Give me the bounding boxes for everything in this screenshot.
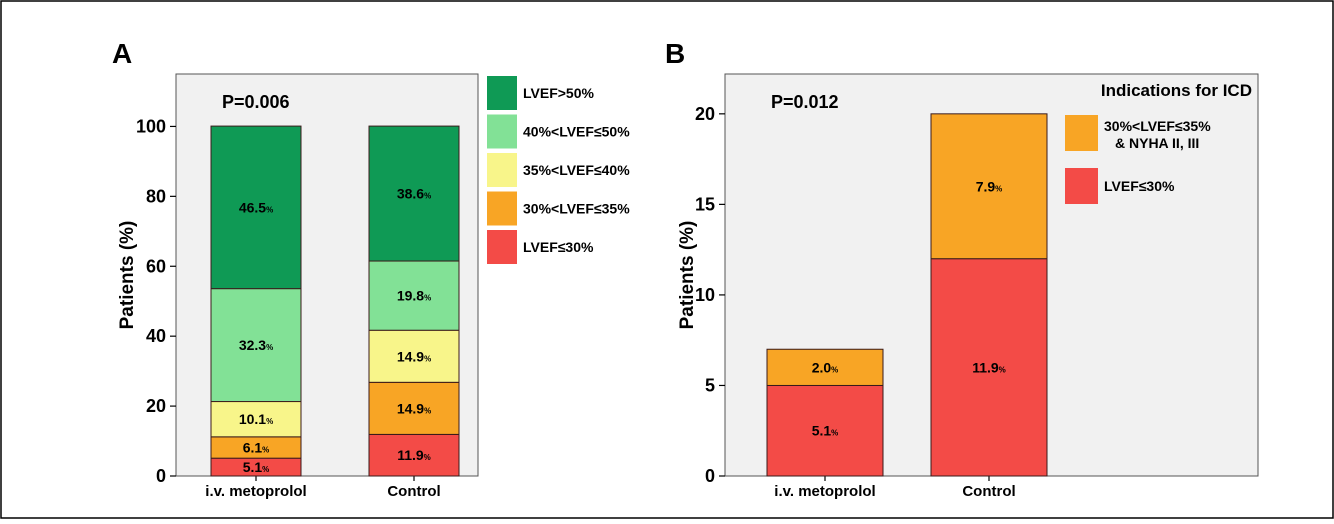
panel-a: A P=0.006 Patients (%) 0 20 40 60 80 100 i.v. …	[112, 38, 630, 500]
panel-a-data-label: 14.9%	[397, 400, 431, 416]
panel-a-legend: LVEF>50% 40%<LVEF≤50% 35%<LVEF≤40% 30%<LVEF…	[487, 76, 630, 264]
panel-b-data-label: 7.9%	[976, 178, 1003, 194]
panel-b-y-tick-label: 5	[705, 375, 715, 395]
panel-a-y-tick-label: 0	[156, 466, 166, 486]
legend-a-label: 35%<LVEF≤40%	[523, 162, 630, 178]
legend-a-swatch-lvef-50	[487, 76, 517, 110]
legend-a-label: 40%<LVEF≤50%	[523, 124, 630, 140]
panel-a-data-label: 32.3%	[239, 337, 273, 353]
panel-a-y-axis-label: Patients (%)	[117, 221, 138, 330]
panel-a-p-value: P=0.006	[222, 92, 290, 112]
panel-a-data-label: 5.1%	[243, 459, 270, 475]
panel-a-data-label: 6.1%	[243, 440, 270, 456]
panel-b-category-label: Control	[962, 483, 1015, 500]
panel-b-bars: 5.1% 2.0% 11.9% 7.9%	[766, 113, 1048, 477]
legend-a-label: LVEF>50%	[523, 85, 594, 101]
panel-a-bar-control-30-lvef-35	[368, 381, 460, 435]
panel-a-category-label: i.v. metoprolol	[205, 483, 306, 500]
panel-a-bar-i-v-metoprolol-40-lvef-50	[210, 288, 302, 403]
panel-a-data-label: 14.9%	[397, 348, 431, 364]
panel-a-y-tick-label: 100	[136, 116, 166, 136]
panel-a-category-label: Control	[387, 483, 440, 500]
panel-a-data-label: 19.8%	[397, 288, 431, 304]
legend-a-swatch-30-lvef-35	[487, 191, 517, 226]
panel-a-data-label: 11.9%	[397, 447, 431, 463]
panel-b-legend: 30%<LVEF≤35%& NYHA II, III LVEF≤30%	[1065, 115, 1211, 204]
panel-a-bar-control-35-lvef-40	[368, 329, 460, 383]
panel-b-bar-control-30-lvef-35-nyha-ii-iii	[930, 113, 1048, 260]
legend-b-label: & NYHA II, III	[1115, 135, 1199, 151]
panel-a-letter: A	[112, 38, 132, 69]
panel-a-data-label: 46.5%	[239, 199, 273, 215]
legend-a-swatch-35-lvef-40	[487, 153, 517, 187]
panel-b-bar-control-lvef-30	[930, 258, 1048, 477]
panel-b-y-tick-label: 20	[695, 104, 715, 124]
panel-b-axes: 0 5 10 15 20 i.v. metoprolol Control	[695, 104, 1016, 500]
panel-a-data-label: 10.1%	[239, 411, 273, 427]
panel-a-bar-i-v-metoprolol-lvef-50	[210, 125, 302, 290]
panel-a-bars: 5.1% 6.1% 10.1% 32.3% 46.5% 11.9% 14.9% 14.9% 19…	[210, 125, 460, 477]
panel-b-data-label: 11.9%	[972, 359, 1006, 375]
legend-a-swatch-40-lvef-50	[487, 114, 517, 149]
panel-b-y-tick-label: 10	[695, 285, 715, 305]
panel-a-y-tick-label: 40	[146, 326, 166, 346]
panel-a-y-tick-label: 20	[146, 396, 166, 416]
legend-a-label: 30%<LVEF≤35%	[523, 201, 630, 217]
panel-a-bar-control-lvef-50	[368, 125, 460, 262]
panel-a-y-tick-label: 80	[146, 186, 166, 206]
panel-a-bar-i-v-metoprolol-35-lvef-40	[210, 401, 302, 438]
panel-a-y-tick-label: 60	[146, 256, 166, 276]
panel-b-y-tick-label: 15	[695, 194, 715, 214]
panel-b-data-label: 2.0%	[812, 359, 839, 375]
panel-b-category-label: i.v. metoprolol	[774, 483, 875, 500]
legend-a-swatch-lvef-30	[487, 230, 517, 264]
panel-b-p-value: P=0.012	[771, 92, 839, 112]
panel-b-letter: B	[665, 38, 685, 69]
panel-a-bar-control-40-lvef-50	[368, 260, 460, 331]
panel-b-y-tick-label: 0	[705, 466, 715, 486]
legend-b-swatch-lvef-30	[1065, 168, 1098, 204]
panel-b-data-label: 5.1%	[812, 423, 839, 439]
legend-a-label: LVEF≤30%	[523, 239, 594, 255]
legend-b-label: 30%<LVEF≤35%	[1104, 118, 1211, 134]
panel-b-bar-i-v-metoprolol-30-lvef-35-nyha-ii-iii	[766, 348, 884, 386]
panel-a-axes: 0 20 40 60 80 100 i.v. metoprolol Control	[136, 116, 441, 500]
panel-b: B P=0.012 Patients (%) Indications for I…	[665, 38, 1259, 500]
panel-b-legend-title: Indications for ICD	[1101, 81, 1252, 100]
panel-a-data-label: 38.6%	[397, 186, 431, 202]
panel-b-bar-i-v-metoprolol-lvef-30	[766, 384, 884, 477]
legend-b-label: LVEF≤30%	[1104, 178, 1175, 194]
panel-a-bar-control-lvef-30	[368, 433, 460, 477]
panel-b-y-axis-label: Patients (%)	[677, 221, 698, 330]
legend-b-swatch-30-lvef-35-nyha	[1065, 115, 1098, 151]
